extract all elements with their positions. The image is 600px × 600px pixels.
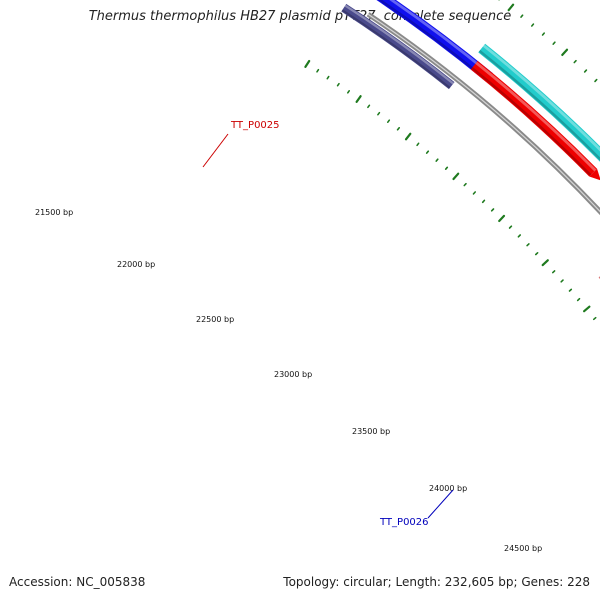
inner-scale-tick bbox=[481, 199, 486, 204]
label-layer: 21500 bp 22000 bp 22500 bp 23000 bp 23500 bp… bbox=[35, 120, 542, 553]
gene-track bbox=[341, 0, 600, 280]
outer-scale-tick bbox=[552, 41, 556, 45]
outer-scale-tick bbox=[594, 78, 598, 83]
gene-navy-left-body bbox=[341, 3, 455, 90]
tick-label: 21500 bp bbox=[35, 208, 73, 217]
backbone-track bbox=[366, 12, 600, 216]
outer-scale-tick bbox=[561, 48, 569, 57]
gene-navy-left-shine bbox=[344, 4, 455, 85]
outer-scale-tick bbox=[541, 32, 546, 36]
inner-scale-tick bbox=[435, 158, 439, 162]
tick-label: 22500 bp bbox=[196, 315, 234, 324]
inner-scale-tick bbox=[472, 191, 477, 195]
inner-scale-tick bbox=[346, 90, 351, 94]
scale-dots bbox=[304, 0, 598, 321]
inner-scale-tick bbox=[444, 166, 449, 170]
backbone-line bbox=[366, 12, 600, 216]
inner-scale-tick bbox=[508, 225, 513, 229]
outer-scale-tick bbox=[573, 59, 577, 64]
tick-label: 23000 bp bbox=[274, 370, 312, 379]
inner-scale-tick bbox=[582, 305, 591, 313]
gene-label-leader bbox=[202, 133, 229, 168]
gene-red-shade bbox=[471, 66, 592, 176]
topology-summary: Topology: circular; Length: 232,605 bp; … bbox=[283, 575, 590, 589]
tick-label: 24500 bp bbox=[504, 544, 542, 553]
gene-cyan-shine bbox=[482, 44, 600, 152]
inner-scale-tick bbox=[304, 59, 311, 69]
inner-scale-tick bbox=[355, 95, 362, 104]
gene-label[interactable]: TT_P0025 bbox=[230, 120, 280, 131]
outer-scale-tick bbox=[507, 3, 515, 12]
gene-cyan[interactable] bbox=[478, 43, 600, 166]
gene-label[interactable]: TT_P0026 bbox=[379, 517, 429, 528]
inner-scale-tick bbox=[560, 279, 564, 283]
inner-scale-tick bbox=[526, 243, 530, 247]
inner-scale-tick bbox=[336, 82, 340, 87]
inner-scale-tick bbox=[576, 297, 581, 302]
inner-scale-tick bbox=[534, 252, 539, 256]
inner-scale-tick bbox=[541, 259, 549, 267]
gene-navy-left[interactable] bbox=[341, 3, 455, 90]
gene-cyan-shade bbox=[478, 49, 600, 161]
inner-scale-tick bbox=[592, 316, 597, 321]
gene-red-arrowhead bbox=[589, 168, 600, 181]
gene-cyan-body bbox=[478, 43, 600, 162]
inner-scale-tick bbox=[425, 150, 430, 154]
gene-red[interactable] bbox=[470, 60, 600, 181]
inner-scale-tick bbox=[498, 214, 506, 223]
inner-scale-tick bbox=[404, 132, 412, 141]
gene-label-leader bbox=[427, 489, 454, 519]
inner-scale-tick bbox=[517, 234, 522, 238]
outer-scale-tick bbox=[520, 14, 524, 18]
inner-scale-tick bbox=[386, 119, 391, 123]
outer-scale-tick bbox=[583, 69, 588, 73]
gene-red-shine bbox=[475, 61, 597, 172]
inner-scale-tick bbox=[367, 104, 371, 109]
tick-label: 24000 bp bbox=[429, 484, 467, 493]
inner-scale-tick bbox=[316, 68, 320, 73]
inner-scale-tick bbox=[568, 288, 573, 292]
tick-label: 23500 bp bbox=[352, 427, 390, 436]
gene-red-body bbox=[470, 60, 598, 177]
gene-navy-left-shade bbox=[341, 9, 451, 89]
inner-scale-tick bbox=[463, 182, 467, 187]
backbone-highlight bbox=[367, 13, 600, 213]
outer-scale-tick bbox=[530, 23, 535, 27]
inner-scale-tick bbox=[396, 127, 401, 131]
inner-scale-tick bbox=[551, 270, 556, 274]
inner-scale-tick bbox=[490, 208, 495, 212]
inner-scale-tick bbox=[326, 75, 330, 80]
inner-scale-tick bbox=[416, 142, 420, 147]
inner-scale-tick bbox=[377, 111, 381, 116]
tick-label: 22000 bp bbox=[117, 260, 155, 269]
accession-label: Accession: NC_005838 bbox=[9, 575, 146, 589]
inner-scale-tick bbox=[452, 172, 460, 181]
